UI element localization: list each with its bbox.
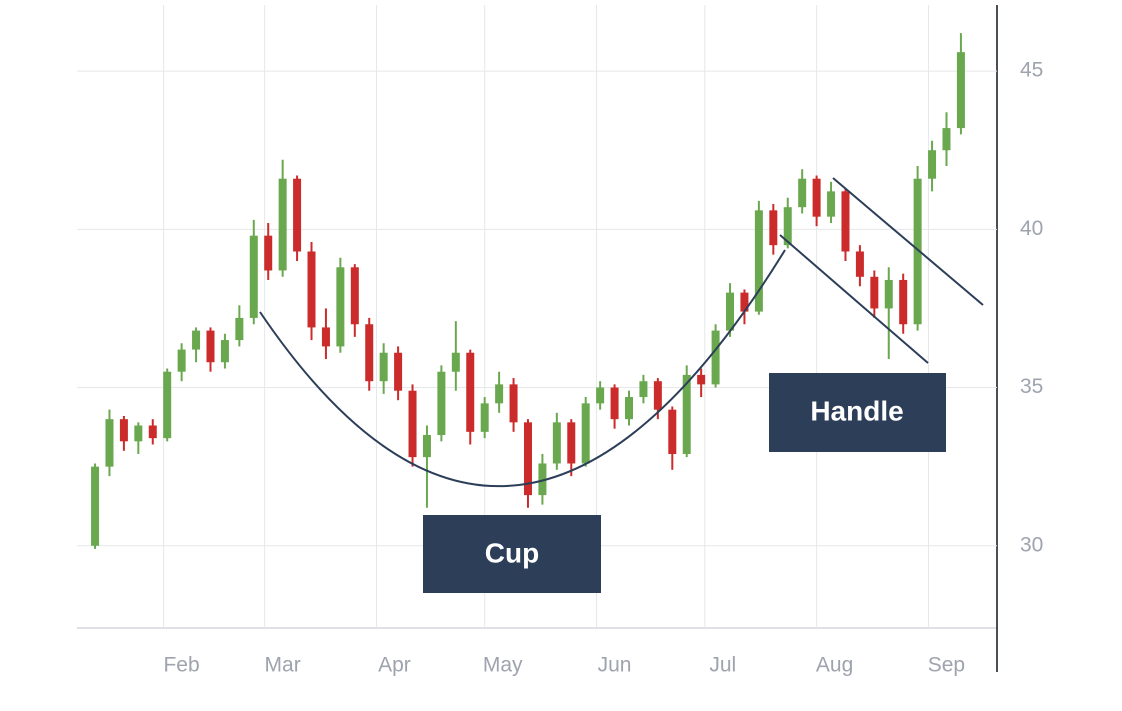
candle-body <box>321 327 330 347</box>
x-tick-label: Jul <box>709 654 736 677</box>
candle-body <box>509 384 518 423</box>
candle-body <box>798 178 807 208</box>
x-tick-label: May <box>483 654 523 677</box>
candle-body <box>783 207 792 246</box>
candle-body <box>91 466 100 546</box>
candle-body <box>682 374 691 454</box>
handle-line <box>779 234 929 364</box>
cup-label: Cup <box>485 537 539 568</box>
grid <box>77 5 997 628</box>
candle-body <box>812 178 821 217</box>
candle-body <box>740 292 749 312</box>
candle-body <box>827 191 836 217</box>
candles <box>91 33 965 549</box>
candle-body <box>928 150 937 179</box>
handle-line <box>832 177 984 306</box>
candle-body <box>899 279 908 325</box>
x-tick-label: Sep <box>928 654 965 677</box>
candle-body <box>163 371 172 439</box>
candle-body <box>913 178 922 325</box>
candle-body <box>711 330 720 385</box>
candle-body <box>336 267 345 347</box>
candle-body <box>523 422 532 496</box>
candle-body <box>480 403 489 432</box>
candle-body <box>422 434 431 458</box>
cup-box <box>423 515 601 593</box>
candle-body <box>437 371 446 435</box>
candle-body <box>596 387 605 404</box>
candle-body <box>538 463 547 496</box>
x-tick-label: Apr <box>378 654 411 677</box>
candle-body <box>365 324 374 382</box>
candle-body <box>495 384 504 404</box>
candle-body <box>855 251 864 277</box>
candle-body <box>235 317 244 341</box>
candle-body <box>177 349 186 372</box>
candle-body <box>293 178 302 252</box>
candle-body <box>581 403 590 464</box>
candle-body <box>379 352 388 382</box>
y-tick-label: 30 <box>1020 533 1043 556</box>
candle-body <box>639 381 648 398</box>
candle-body <box>394 352 403 391</box>
candle-body <box>264 235 273 271</box>
candle-body <box>754 210 763 312</box>
candle-body <box>552 422 561 464</box>
candle-body <box>884 279 893 309</box>
candle-body <box>408 390 417 458</box>
candle-body <box>956 52 965 129</box>
candle-body <box>206 330 215 363</box>
candle-body <box>668 409 677 454</box>
x-tick-label: Jun <box>598 654 632 677</box>
y-tick-label: 35 <box>1020 375 1043 398</box>
candle-body <box>105 419 114 467</box>
candle-body <box>697 374 706 385</box>
candle-body <box>350 267 359 325</box>
candle-body <box>249 235 258 318</box>
candle-body <box>278 178 287 271</box>
cup-curve <box>259 249 786 488</box>
candle-body <box>148 425 157 439</box>
candle-body <box>841 191 850 252</box>
candle-body <box>726 292 735 331</box>
candle-body <box>942 128 951 151</box>
candle-body <box>466 352 475 432</box>
candle-body <box>307 251 316 328</box>
candle-body <box>567 422 576 464</box>
candle-body <box>653 381 662 410</box>
candle-body <box>610 387 619 420</box>
y-tick-label: 45 <box>1020 59 1043 82</box>
candle-body <box>870 276 879 309</box>
candle-body <box>769 210 778 246</box>
x-tick-label: Mar <box>265 654 301 677</box>
candle-body <box>119 419 128 442</box>
y-tick-label: 40 <box>1020 217 1043 240</box>
handle-label: Handle <box>810 395 903 426</box>
candle-body <box>192 330 201 350</box>
x-tick-label: Feb <box>163 654 199 677</box>
candle-body <box>134 425 143 442</box>
handle-box <box>769 373 946 452</box>
candle-body <box>451 352 460 372</box>
candle-body <box>625 397 633 420</box>
candle-body <box>220 340 229 363</box>
x-tick-label: Aug <box>816 654 853 677</box>
